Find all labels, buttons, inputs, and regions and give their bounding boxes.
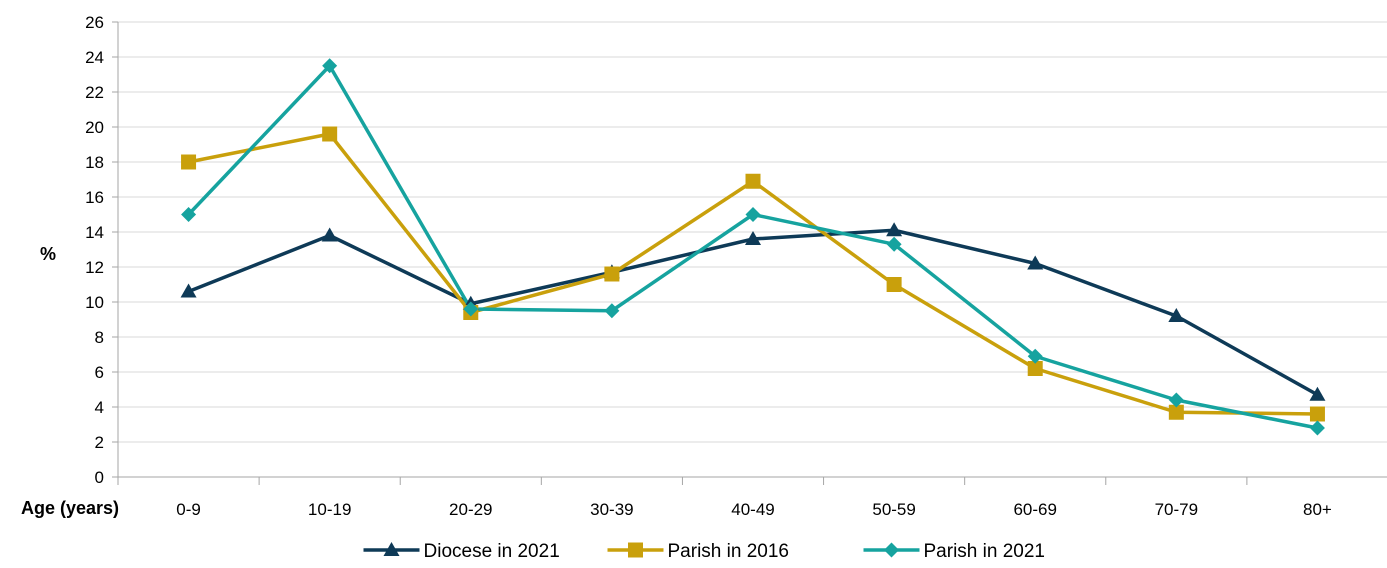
legend-label: Parish in 2016 — [668, 541, 789, 562]
diamond-marker — [886, 236, 902, 252]
axes — [112, 21, 1387, 485]
y-axis-title: % — [40, 244, 56, 264]
x-tick-label: 10-19 — [308, 500, 351, 519]
triangle-marker — [321, 227, 338, 242]
diamond-marker — [1027, 348, 1043, 364]
x-tick-label: 20-29 — [449, 500, 492, 519]
y-tick-label: 2 — [95, 433, 104, 452]
x-axis-title: Age (years) — [21, 498, 119, 518]
square-marker — [1027, 361, 1043, 376]
x-tick-label: 60-69 — [1013, 500, 1056, 519]
square-marker — [628, 542, 643, 558]
x-tick-label: 50-59 — [872, 500, 915, 519]
legend-label: Parish in 2021 — [924, 541, 1045, 562]
y-tick-label: 18 — [85, 153, 104, 172]
diamond-marker — [745, 207, 761, 222]
y-tick-label: 0 — [95, 468, 104, 487]
diamond-marker — [322, 58, 338, 74]
legend: Diocese in 2021 Parish in 2016 Parish in 2… — [363, 541, 1045, 562]
diamond-marker — [604, 303, 620, 319]
triangle-marker — [1027, 255, 1044, 270]
square-marker — [745, 173, 761, 189]
x-tick-label: 0-9 — [176, 500, 201, 519]
series-line — [187, 228, 1319, 397]
y-tick-label: 16 — [85, 188, 104, 207]
square-marker — [1309, 406, 1325, 422]
triangle-marker — [745, 231, 761, 245]
x-tick-label: 30-39 — [590, 500, 633, 519]
square-marker — [604, 266, 620, 282]
legend-label: Diocese in 2021 — [424, 541, 560, 562]
y-tick-label: 24 — [85, 48, 104, 67]
x-tick-label: 70-79 — [1155, 500, 1198, 519]
triangle-marker — [1168, 308, 1185, 322]
y-tick-label: 8 — [95, 328, 104, 347]
y-tick-label: 10 — [85, 293, 104, 312]
triangle-marker — [383, 542, 400, 556]
x-tick-label: 80+ — [1303, 500, 1332, 519]
triangle-marker — [886, 222, 903, 237]
y-tick-label: 26 — [85, 13, 104, 32]
legend-item: Parish in 2021 — [863, 541, 1045, 562]
diamond-marker — [1309, 420, 1325, 436]
series-lines — [187, 64, 1319, 430]
y-tick-label: 6 — [95, 363, 104, 382]
triangle-marker — [1309, 386, 1326, 401]
square-marker — [322, 126, 338, 142]
series-line — [187, 64, 1318, 430]
y-tick-label: 14 — [85, 223, 104, 242]
series-markers — [180, 58, 1326, 436]
y-tick-label: 12 — [85, 258, 104, 277]
triangle-marker — [180, 283, 197, 298]
diamond-marker — [1168, 392, 1184, 408]
legend-item: Parish in 2016 — [607, 541, 789, 562]
square-marker — [886, 277, 902, 292]
legend-item: Diocese in 2021 — [363, 541, 560, 562]
square-marker — [1168, 404, 1184, 420]
x-tick-label: 40-49 — [731, 500, 774, 519]
gridlines — [118, 21, 1387, 443]
y-tick-label: 20 — [85, 118, 104, 137]
diamond-marker — [463, 301, 479, 317]
square-marker — [181, 154, 197, 170]
diamond-marker — [181, 207, 197, 222]
y-tick-label: 22 — [85, 83, 104, 102]
diamond-marker — [884, 542, 899, 558]
y-tick-label: 4 — [95, 398, 104, 417]
